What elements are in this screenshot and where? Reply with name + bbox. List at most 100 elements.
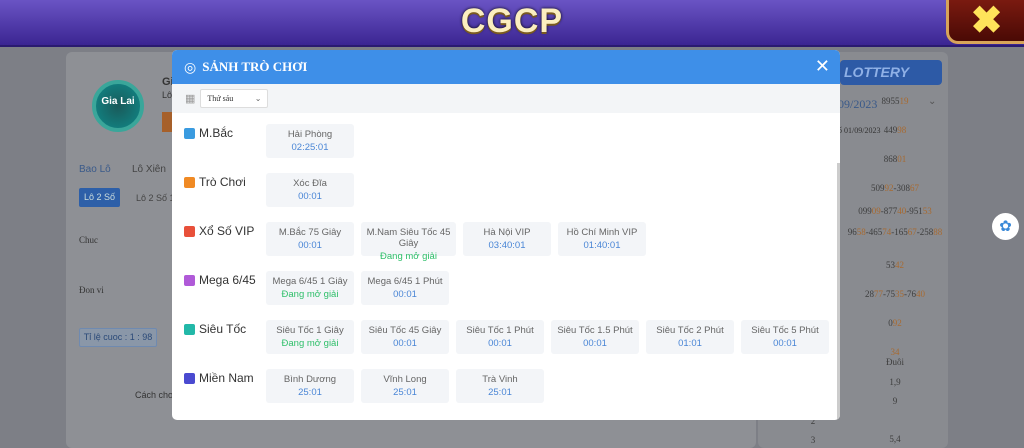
game-name: Siêu Tốc 1 Giây (276, 325, 344, 336)
scrollbar[interactable] (837, 163, 840, 420)
game-countdown: Đang mở giải (281, 338, 339, 349)
close-app-button[interactable]: ✖ (946, 0, 1024, 44)
result-tail: 40 (897, 206, 907, 216)
game-card[interactable]: Mega 6/45 1 Phút 00:01 (361, 271, 449, 305)
game-name: Mega 6/45 1 Phút (367, 276, 443, 287)
category-label: Mega 6/45 (184, 273, 264, 287)
game-countdown: 01:01 (678, 338, 702, 349)
chevron-down-icon[interactable]: ⌄ (928, 96, 937, 107)
modal-header: ◎ SẢNH TRÒ CHƠI (172, 50, 840, 84)
result-head: -165 (891, 227, 908, 237)
date-select[interactable]: 09/2023 (838, 97, 878, 111)
tail-value: 1,9 (889, 377, 901, 387)
game-card[interactable]: Xóc Đĩa 00:01 (266, 173, 354, 207)
app-logo: CGCP (460, 2, 564, 40)
result-value: 2877-7535-7640 (800, 289, 990, 299)
close-modal-button[interactable]: ✕ (814, 56, 830, 76)
game-card[interactable]: M.Bắc 75 Giây 00:01 (266, 222, 354, 256)
tail-value: 5,4 (889, 434, 901, 444)
category-row: Xổ Số VIP M.Bắc 75 Giây 00:01 M.Nam Siêu Tố… (184, 222, 834, 262)
game-lobby-modal: ◎ SẢNH TRÒ CHƠI ✕ ▦ Thứ sáu ⌄ M.Bắc Hải Ph… (172, 50, 840, 420)
result-head: -465 (865, 227, 883, 237)
target-icon (184, 176, 195, 188)
result-value: 5342 (800, 260, 990, 270)
game-card[interactable]: Trà Vinh 25:01 (456, 369, 544, 403)
tab-lo-xien[interactable]: Lô Xiên (132, 164, 166, 175)
game-card[interactable]: Vĩnh Long 25:01 (361, 369, 449, 403)
result-value: 86801 (800, 154, 990, 164)
game-countdown: 00:01 (298, 240, 322, 251)
game-name: M.Bắc 75 Giây (278, 227, 342, 238)
game-card[interactable]: Mega 6/45 1 Giây Đang mở giải (266, 271, 354, 305)
game-card[interactable]: Siêu Tốc 1.5 Phút 00:01 (551, 320, 639, 354)
assistant-float-button[interactable]: ✿ (992, 213, 1019, 240)
result-tail: 35 (895, 289, 904, 299)
calendar-icon: ▦ (185, 93, 196, 105)
result-head: 0 (888, 318, 893, 328)
game-card[interactable]: M.Nam Siêu Tốc 45 Giây Đang mở giải (361, 222, 456, 262)
game-card[interactable]: Siêu Tốc 45 Giây 00:01 (361, 320, 449, 354)
game-card[interactable]: Siêu Tốc 1 Phút 00:01 (456, 320, 544, 354)
result-tail: 40 (916, 289, 925, 299)
lottery-header: LOTTERY (840, 60, 942, 85)
game-title: Gi (162, 76, 174, 88)
result-head: -877 (880, 206, 898, 216)
game-card[interactable]: Hồ Chí Minh VIP 01:40:01 (558, 222, 646, 256)
game-countdown: 25:01 (393, 387, 417, 398)
stopwatch-icon (184, 323, 195, 335)
category-label: Trò Chơi (184, 175, 264, 189)
category-row: Miền Nam Bình Dương 25:01 Vĩnh Long 25:01 Trà… (184, 369, 834, 405)
game-name: Hà Nội VIP (483, 227, 531, 238)
top-bar: CGCP ✖ (0, 0, 1024, 47)
game-card[interactable]: Siêu Tốc 5 Phút 00:01 (741, 320, 829, 354)
result-head: 8955 (881, 96, 900, 106)
game-name: Vĩnh Long (383, 374, 427, 385)
result-head: 28 (865, 289, 874, 299)
result-tail: 77 (874, 289, 883, 299)
date-subtitle: ố 01/09/2023 (838, 126, 881, 135)
game-logo: Gia Lai (92, 80, 144, 132)
result-head: -75 (883, 289, 895, 299)
category-row: Trò Chơi Xóc Đĩa 00:01 (184, 173, 834, 209)
result-value: 44998 (800, 125, 990, 135)
x-icon: ✖ (970, 0, 1003, 42)
subtab-lo-2-so-1[interactable]: Lô 2 Số 1 (136, 193, 175, 203)
result-head: -76 (904, 289, 916, 299)
how-to-play[interactable]: Cách cho (135, 390, 174, 400)
game-name: Siêu Tốc 1.5 Phút (557, 325, 633, 336)
category-row: Mega 6/45 Mega 6/45 1 Giây Đang mở giải Meg… (184, 271, 834, 307)
category-name: Trò Chơi (199, 175, 246, 189)
lottery-machine-icon (184, 274, 195, 286)
row-label-chuc: Chuc (79, 235, 98, 245)
result-head: 509 (871, 183, 885, 193)
game-card[interactable]: Hà Nội VIP 03:40:01 (463, 222, 551, 256)
category-name: Xổ Số VIP (199, 224, 255, 238)
result-tail: 01 (897, 154, 907, 164)
result-head: 449 (883, 125, 898, 135)
game-card[interactable]: Siêu Tốc 2 Phút 01:01 (646, 320, 734, 354)
category-name: Siêu Tốc (199, 322, 247, 336)
result-value: 34 (800, 347, 990, 357)
result-tail: 88 (933, 227, 943, 237)
game-name: Siêu Tốc 2 Phút (656, 325, 724, 336)
result-tail: 19 (899, 96, 909, 106)
result-head: 099 (858, 206, 872, 216)
tab-bao-lo[interactable]: Bao Lô (79, 164, 111, 175)
category-name: Miền Nam (199, 371, 254, 385)
result-tail: 92 (892, 318, 902, 328)
result-value: 092 (800, 318, 990, 328)
tail-index: 3 (810, 435, 816, 445)
game-card[interactable]: Siêu Tốc 1 Giây Đang mở giải (266, 320, 354, 354)
game-countdown: 03:40:01 (488, 240, 526, 251)
category-label: Xổ Số VIP (184, 224, 264, 238)
subtab-lo-2-so[interactable]: Lô 2 Số (79, 188, 120, 207)
game-card[interactable]: Hải Phòng 02:25:01 (266, 124, 354, 158)
game-countdown: Đang mở giải (281, 289, 339, 300)
game-countdown: 25:01 (298, 387, 322, 398)
orange-button[interactable] (162, 112, 172, 132)
game-card[interactable]: Bình Dương 25:01 (266, 369, 354, 403)
day-select[interactable]: Thứ sáu ⌄ (200, 89, 269, 108)
result-head: -951 (906, 206, 923, 216)
game-countdown: 00:01 (393, 289, 417, 300)
result-tail: 74 (882, 227, 892, 237)
